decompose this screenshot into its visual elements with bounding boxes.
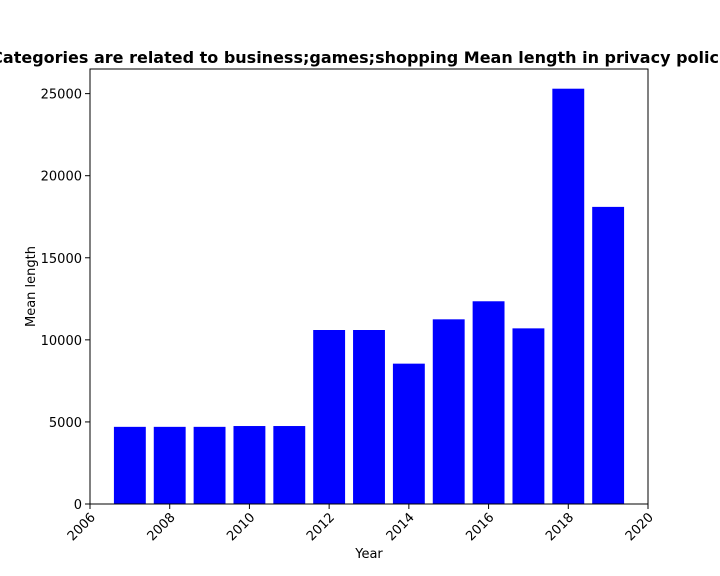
y-tick-label: 5000 <box>49 416 82 431</box>
x-axis-label: Year <box>354 547 383 562</box>
x-tick-label: 2016 <box>463 510 497 544</box>
bar-2008 <box>153 426 186 504</box>
bar-2007 <box>113 426 146 504</box>
x-tick-label: 2018 <box>543 510 577 544</box>
bar-2019 <box>592 206 625 505</box>
bar-2009 <box>193 426 226 504</box>
y-tick-label: 10000 <box>41 334 82 349</box>
x-tick-label: 2014 <box>384 510 418 544</box>
bar-2013 <box>353 330 385 504</box>
bar-2012 <box>313 330 346 504</box>
plot-frame <box>89 68 649 505</box>
y-axis: 0 5000 10000 15000 20000 25000 <box>41 88 90 513</box>
bar-2014 <box>392 363 425 504</box>
x-tick-label: 2006 <box>65 510 99 544</box>
x-tick-label: 2020 <box>623 510 657 544</box>
x-axis: 2006 2008 2010 2012 2014 2016 2018 2020 <box>65 504 657 544</box>
x-tick-label: 2008 <box>145 510 179 544</box>
bar-2011 <box>273 426 306 504</box>
y-tick-label: 20000 <box>41 170 82 185</box>
bars-group <box>113 88 625 505</box>
bar-2010 <box>233 426 266 504</box>
y-tick-label: 15000 <box>41 252 82 267</box>
y-axis-label: Mean length <box>24 246 39 327</box>
bar-2016 <box>472 301 505 504</box>
y-tick-label: 25000 <box>41 88 82 103</box>
bar-2015 <box>432 319 465 504</box>
y-tick-label: 0 <box>74 498 82 513</box>
bar-2017 <box>512 328 545 504</box>
bar-2018 <box>552 88 585 504</box>
chart-title: Categories are related to business;games… <box>0 48 720 67</box>
x-tick-label: 2010 <box>224 510 258 544</box>
x-tick-label: 2012 <box>304 510 338 544</box>
